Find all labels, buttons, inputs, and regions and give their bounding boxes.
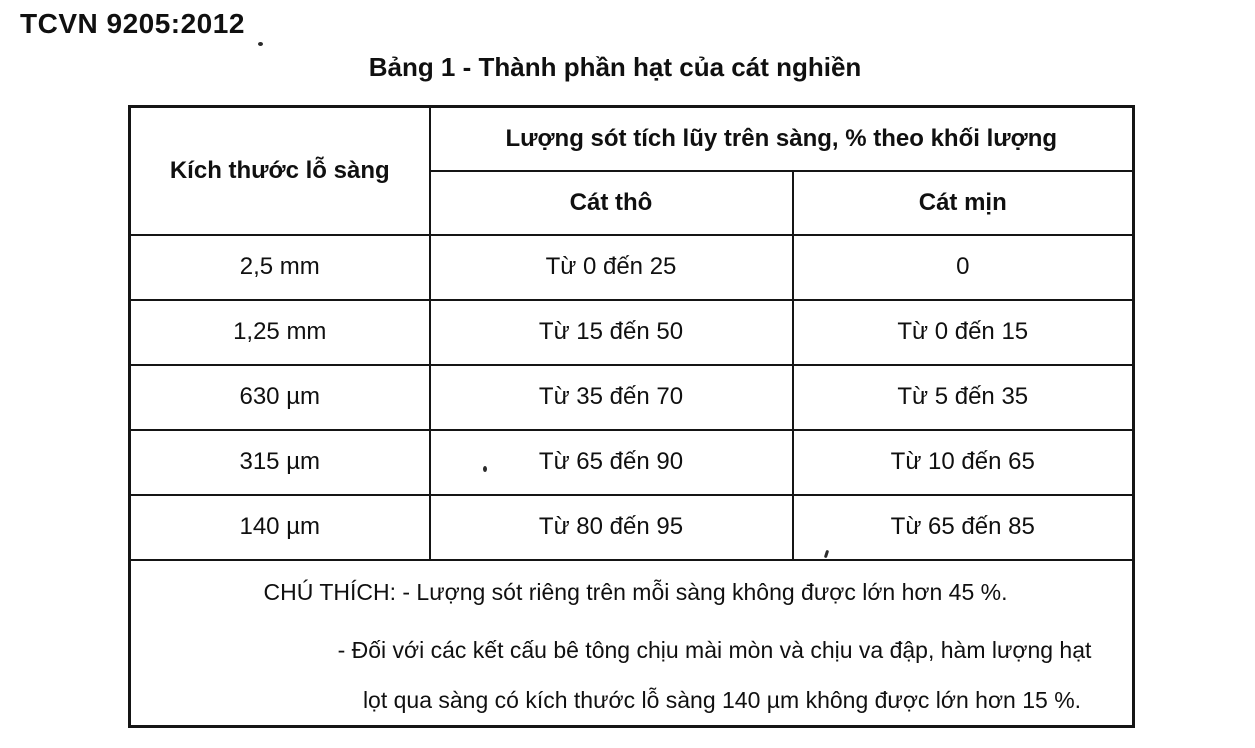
- cell-fine-sand: Từ 5 đến 35: [791, 363, 1135, 431]
- table-title: Bảng 1 - Thành phần hạt của cát nghiền: [368, 52, 862, 82]
- cell-sieve-size: 140 µm: [128, 493, 431, 561]
- header-fine-sand: Cát mịn: [791, 169, 1135, 236]
- cell-coarse-sand: Từ 80 đến 95: [428, 493, 794, 561]
- note-line-2: - Đối với các kết cấu bê tông chịu mài m…: [337, 636, 1092, 663]
- table-row-2-5mm: 2,5 mm Từ 0 đến 25 0: [128, 233, 1135, 301]
- note-line-1: CHÚ THÍCH: - Lượng sót riêng trên mỗi sà…: [263, 578, 1008, 605]
- table-note-row: CHÚ THÍCH: - Lượng sót riêng trên mỗi sà…: [128, 558, 1135, 727]
- note-line-3: lọt qua sàng có kích thước lỗ sàng 140 µ…: [362, 686, 1082, 713]
- cell-coarse-sand: Từ 35 đến 70: [428, 363, 794, 431]
- table-row-1-25mm: 1,25 mm Từ 15 đến 50 Từ 0 đến 15: [128, 298, 1135, 366]
- cell-coarse-sand: Từ 15 đến 50: [428, 298, 794, 366]
- note-cell: CHÚ THÍCH: - Lượng sót riêng trên mỗi sà…: [128, 558, 1135, 727]
- document-code: TCVN 9205:2012: [20, 8, 245, 39]
- grain-composition-table: Kích thước lỗ sàng Lượng sót tích lũy tr…: [128, 105, 1135, 728]
- cell-sieve-size: 2,5 mm: [128, 233, 431, 301]
- scan-speck: [258, 42, 263, 46]
- header-coarse-sand: Cát thô: [428, 169, 794, 236]
- cell-fine-sand: Từ 10 đến 65: [791, 428, 1135, 496]
- table-row-140um: 140 µm Từ 80 đến 95 Từ 65 đến 85: [128, 493, 1135, 561]
- table-row-315um: 315 µm Từ 65 đến 90 Từ 10 đến 65: [128, 428, 1135, 496]
- cell-sieve-size: 1,25 mm: [128, 298, 431, 366]
- header-cumulative-residue: Lượng sót tích lũy trên sàng, % theo khố…: [428, 105, 1135, 172]
- cell-fine-sand: Từ 0 đến 15: [791, 298, 1135, 366]
- table-row-630um: 630 µm Từ 35 đến 70 Từ 5 đến 35: [128, 363, 1135, 431]
- cell-coarse-sand: Từ 65 đến 90: [428, 428, 794, 496]
- cell-sieve-size: 315 µm: [128, 428, 431, 496]
- table-header-row-1: Kích thước lỗ sàng Lượng sót tích lũy tr…: [128, 105, 1135, 236]
- table-header-row-2: Cát thô Cát mịn: [130, 169, 1135, 236]
- header-sieve-size: Kích thước lỗ sàng: [128, 105, 431, 236]
- cell-sieve-size: 630 µm: [128, 363, 431, 431]
- cell-coarse-sand: Từ 0 đến 25: [428, 233, 794, 301]
- scan-speck: [483, 466, 487, 472]
- cell-fine-sand: Từ 65 đến 85: [791, 493, 1135, 561]
- cell-fine-sand: 0: [791, 233, 1135, 301]
